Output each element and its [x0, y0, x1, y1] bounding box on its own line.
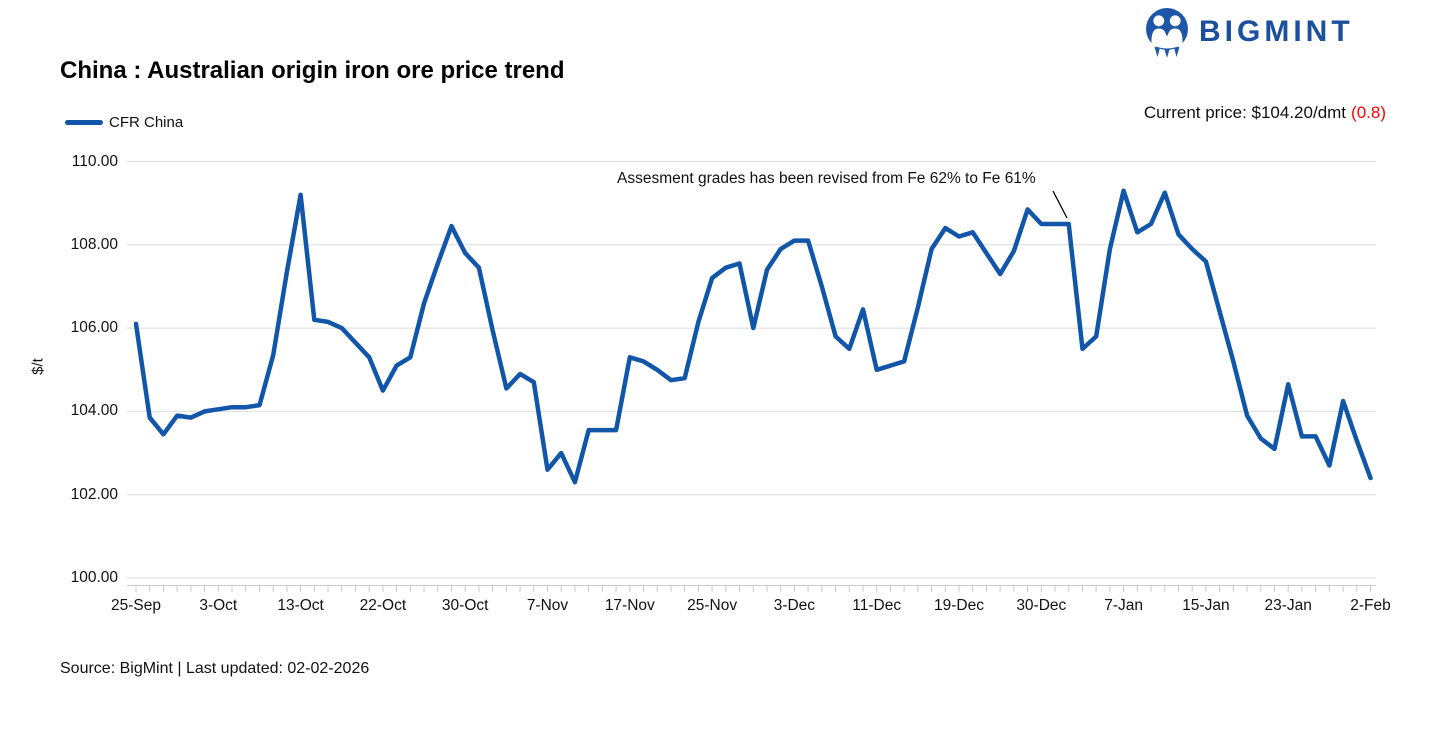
chart-annotation: Assesment grades has been revised from F… [617, 170, 1036, 187]
current-price-change: (0.8) [1351, 103, 1386, 122]
bigmint-logo: BIGMINT [1144, 5, 1354, 59]
bigmint-people-icon [1144, 5, 1190, 59]
current-price-label: Current price: $104.20/dmt [1143, 103, 1347, 122]
bigmint-wordmark: BIGMINT [1199, 15, 1354, 48]
cfr-china-price-line [133, 188, 1373, 485]
legend-line-swatch [65, 120, 103, 125]
current-price: Current price: $104.20/dmt (0.8) [880, 103, 1386, 123]
y-axis-title: $/t [29, 358, 47, 375]
annotation-pointer-line [1052, 190, 1068, 219]
legend-series-label: CFR China [109, 114, 184, 131]
legend: CFR China [65, 114, 183, 131]
page-title: China : Australian origin iron ore price… [60, 57, 565, 84]
source-line: Source: BigMint | Last updated: 02-02-20… [60, 660, 370, 677]
